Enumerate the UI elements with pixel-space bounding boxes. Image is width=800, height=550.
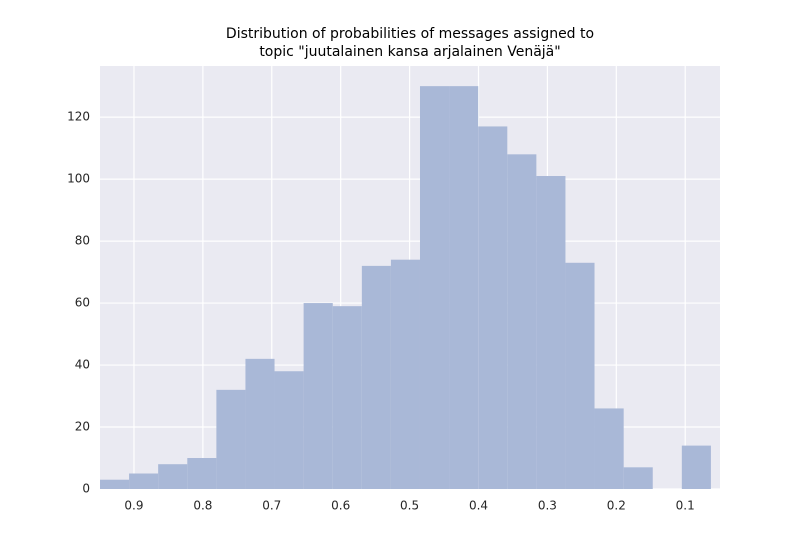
bar [245, 358, 275, 489]
bar [303, 303, 333, 489]
x-tick-label: 0.5 [400, 499, 419, 513]
y-tick-label: 40 [75, 358, 90, 372]
y-tick-label: 60 [75, 296, 90, 310]
bar [478, 126, 508, 489]
bar [129, 473, 159, 489]
bar [361, 265, 391, 489]
bar [419, 86, 450, 490]
x-tick-label: 0.4 [469, 499, 488, 513]
bar [187, 458, 217, 489]
y-tick-label: 120 [67, 110, 90, 124]
y-tick-label: 80 [75, 234, 90, 248]
x-tick-label: 0.6 [331, 499, 350, 513]
bar [594, 408, 624, 489]
y-tick-label: 0 [82, 482, 90, 496]
x-tick-label: 0.1 [676, 499, 695, 513]
bar [449, 86, 479, 490]
bar [158, 464, 188, 489]
bar [507, 154, 537, 490]
x-tick-label: 0.9 [124, 499, 143, 513]
bar [274, 371, 304, 489]
x-tick-label: 0.7 [262, 499, 281, 513]
x-tick-label: 0.3 [538, 499, 557, 513]
y-tick-label: 20 [75, 420, 90, 434]
y-tick-label: 100 [67, 172, 90, 186]
x-tick-label: 0.2 [607, 499, 626, 513]
bar [623, 467, 653, 489]
bar [536, 176, 566, 489]
chart-title: Distribution of probabilities of message… [226, 26, 594, 42]
bar [216, 389, 246, 489]
chart-title: topic "juutalainen kansa arjalainen Venä… [259, 44, 560, 60]
bar [390, 259, 420, 489]
bar [100, 479, 130, 489]
bars [100, 86, 711, 490]
bar [332, 306, 362, 489]
bar [565, 262, 595, 489]
x-tick-label: 0.8 [193, 499, 212, 513]
bar [681, 445, 711, 489]
